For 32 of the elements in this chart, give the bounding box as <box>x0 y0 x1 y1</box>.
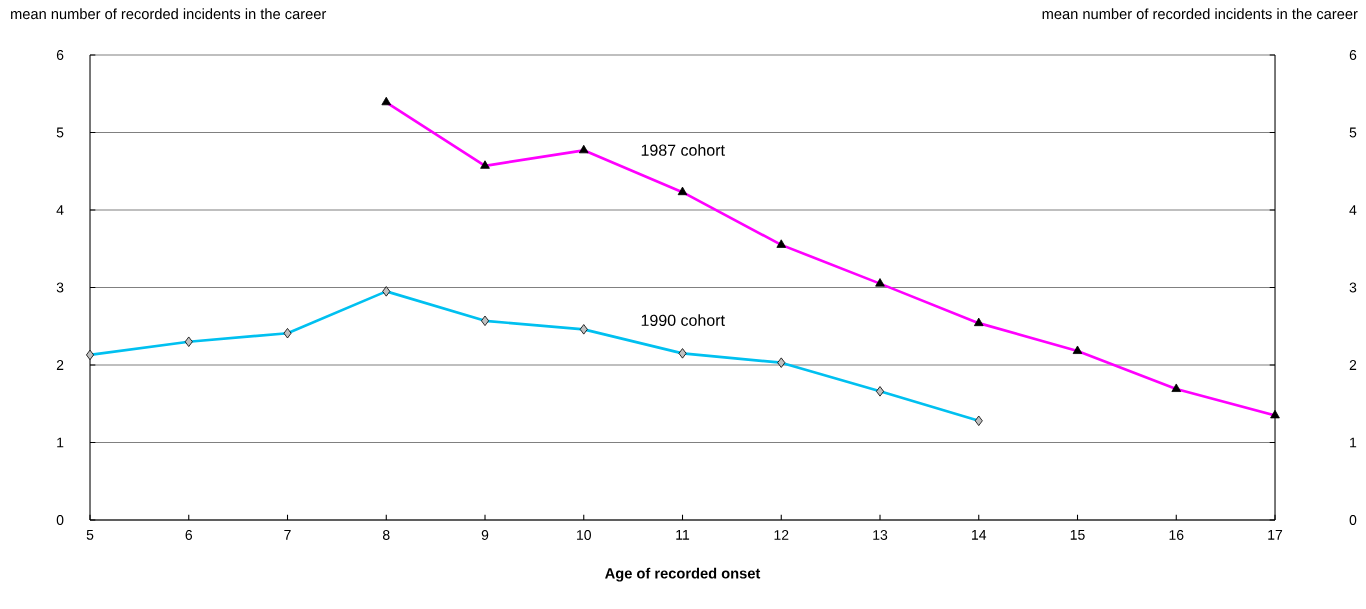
x-axis-title: Age of recorded onset <box>605 567 761 582</box>
x-tick-label: 6 <box>185 530 193 540</box>
y2-tick-label: 4 <box>1349 205 1357 215</box>
y2-axis-title: mean number of recorded incidents in the career <box>1042 8 1358 20</box>
x-tick-label: 13 <box>873 530 888 540</box>
y-tick-label: 2 <box>56 360 64 370</box>
y2-tick-label: 1 <box>1350 437 1357 448</box>
y2-tick-label: 3 <box>1349 282 1357 293</box>
x-tick-label: 11 <box>676 530 690 540</box>
y2-tick-label: 0 <box>1349 515 1357 525</box>
x-tick-label: 8 <box>382 530 390 540</box>
x-tick-label: 12 <box>774 530 789 540</box>
y2-tick-label: 5 <box>1349 127 1357 138</box>
x-tick-label: 10 <box>577 530 591 540</box>
x-tick-label: 14 <box>972 530 987 540</box>
series-label: 1990 cohort <box>641 314 725 326</box>
x-tick-label: 9 <box>481 530 489 540</box>
y-tick-label: 6 <box>56 50 64 60</box>
x-tick-label: 16 <box>1169 530 1184 540</box>
x-tick-label: 17 <box>1268 530 1283 540</box>
y-tick-label: 4 <box>56 205 64 215</box>
x-tick-label: 15 <box>1070 530 1085 540</box>
y-tick-label: 3 <box>56 282 64 293</box>
y2-tick-label: 6 <box>1349 50 1357 60</box>
y-tick-label: 0 <box>56 515 64 525</box>
series-label: 1987 cohort <box>641 144 725 156</box>
x-tick-label: 7 <box>284 530 291 540</box>
x-tick-label: 5 <box>86 530 94 540</box>
y-axis-title: mean number of recorded incidents in the career <box>11 8 327 20</box>
y-tick-label: 5 <box>56 127 64 138</box>
y-tick-label: 1 <box>57 437 64 448</box>
y2-tick-label: 2 <box>1349 360 1357 370</box>
